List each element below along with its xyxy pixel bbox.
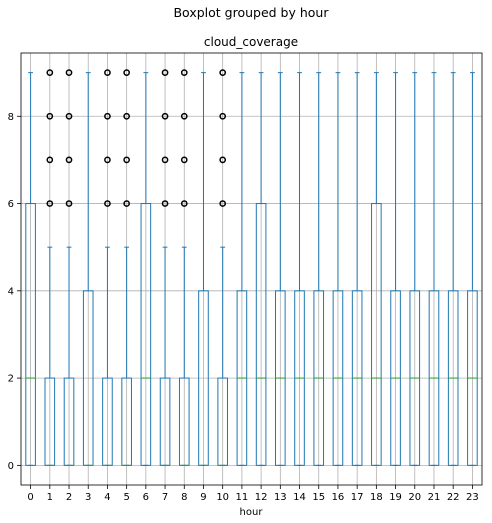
box-group xyxy=(63,69,75,466)
box-group xyxy=(371,72,382,466)
box-group xyxy=(428,72,440,466)
y-tick-label: 8 xyxy=(8,112,14,123)
box xyxy=(25,203,36,466)
outlier-point xyxy=(46,200,54,207)
x-tick-label: 7 xyxy=(162,492,168,503)
x-tick-label: 12 xyxy=(255,492,268,503)
x-tick-label: 16 xyxy=(332,492,345,503)
box-group xyxy=(255,72,267,466)
outlier-point xyxy=(46,69,54,76)
x-tick-label: 11 xyxy=(236,492,249,503)
outlier-point xyxy=(219,156,227,164)
x-tick-label: 9 xyxy=(200,492,206,503)
box-group xyxy=(275,72,286,466)
outlier-point xyxy=(104,156,111,164)
box-group xyxy=(140,72,152,466)
plot-frame xyxy=(20,52,483,486)
box xyxy=(140,203,152,466)
box-group xyxy=(198,72,209,466)
box-group xyxy=(82,72,94,466)
outlier-point xyxy=(65,112,73,120)
box-group xyxy=(313,72,325,466)
box-group xyxy=(25,72,36,466)
x-tick-label: 5 xyxy=(123,492,129,503)
chart-suptitle: Boxplot grouped by hour xyxy=(173,5,329,20)
outlier-point xyxy=(104,69,111,76)
outlier-point xyxy=(161,69,169,76)
boxes xyxy=(25,69,478,466)
box xyxy=(255,203,267,466)
x-tick-label: 15 xyxy=(312,492,325,503)
outlier-point xyxy=(123,69,130,76)
box-group xyxy=(390,72,401,466)
y-tick-label: 4 xyxy=(8,286,14,297)
chart-title: cloud_coverage xyxy=(204,35,298,49)
outlier-point xyxy=(104,112,111,120)
x-tick-label: 10 xyxy=(216,492,229,503)
x-tick-label: 19 xyxy=(389,492,402,503)
outlier-point xyxy=(123,112,130,120)
outlier-point xyxy=(161,200,169,207)
box-group xyxy=(294,72,305,466)
outlier-point xyxy=(180,69,188,76)
outlier-point xyxy=(65,69,73,76)
outlier-point xyxy=(46,112,54,120)
box-group xyxy=(409,72,421,466)
x-tick-label: 18 xyxy=(370,492,383,503)
x-tick-label: 14 xyxy=(293,492,306,503)
x-tick-label: 23 xyxy=(466,492,479,503)
outlier-point xyxy=(161,156,169,164)
axis-ticks: 0 1 2 3 4 5 6 7 8 9 10 11 12 13 14 15 16 17 18 19 20 21 22 2302… xyxy=(8,112,479,503)
box-group xyxy=(102,69,113,466)
y-tick-label: 0 xyxy=(8,461,14,472)
outlier-point xyxy=(219,69,227,76)
outlier-point xyxy=(180,156,188,164)
outlier-point xyxy=(46,156,54,164)
x-tick-label: 21 xyxy=(428,492,441,503)
x-tick-label: 1 xyxy=(47,492,53,503)
box-group xyxy=(351,72,363,466)
x-tick-label: 13 xyxy=(274,492,287,503)
box-group xyxy=(467,72,478,466)
y-tick-label: 6 xyxy=(8,199,14,210)
box-group xyxy=(236,72,248,466)
outlier-point xyxy=(123,156,130,164)
box-group xyxy=(447,72,459,466)
x-axis-label: hour xyxy=(240,507,264,518)
outlier-point xyxy=(65,200,73,207)
box xyxy=(371,203,382,466)
y-tick-label: 2 xyxy=(8,374,14,385)
box-group xyxy=(332,72,344,466)
outlier-point xyxy=(161,112,169,120)
x-tick-label: 2 xyxy=(66,492,72,503)
x-tick-label: 8 xyxy=(181,492,187,503)
x-tick-label: 0 xyxy=(27,492,33,503)
box-group xyxy=(121,69,132,466)
outlier-point xyxy=(65,156,73,164)
outlier-point xyxy=(123,200,130,207)
outlier-point xyxy=(219,112,227,120)
outlier-point xyxy=(180,200,188,207)
box-group xyxy=(217,69,228,466)
outlier-point xyxy=(219,200,227,207)
grid xyxy=(21,53,482,485)
x-tick-label: 20 xyxy=(408,492,421,503)
x-tick-label: 4 xyxy=(104,492,110,503)
outlier-point xyxy=(104,200,111,207)
box-group xyxy=(178,69,190,466)
x-tick-label: 3 xyxy=(85,492,91,503)
outlier-point xyxy=(180,112,188,120)
x-tick-label: 17 xyxy=(351,492,364,503)
box-group xyxy=(159,69,171,466)
x-tick-label: 22 xyxy=(447,492,460,503)
x-tick-label: 6 xyxy=(143,492,149,503)
box-group xyxy=(44,69,56,466)
